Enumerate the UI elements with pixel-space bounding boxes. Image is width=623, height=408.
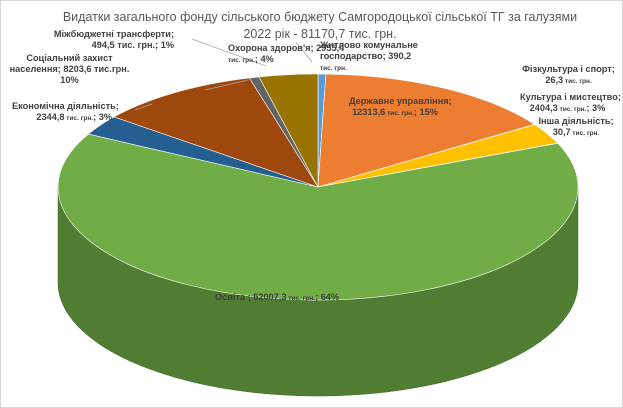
slice-освіта bbox=[57, 133, 579, 301]
data-label-економічна-діяльність: Економічна діяльність; 2344,8 тис. грн.; … bbox=[12, 101, 119, 122]
leader-line-3 bbox=[204, 79, 249, 91]
data-label-державне-управління: Державне управління; 12313,6 тис. грн.; 1… bbox=[349, 96, 452, 117]
data-label-освіта: Освіта ; 52007,3 тис. грн.; 64% bbox=[215, 292, 340, 302]
leader-line-1 bbox=[295, 41, 313, 63]
data-label-соціальний-захист-населення: Соціальний захист населення; 8203,6 тис.г… bbox=[9, 53, 130, 85]
data-label-інша-діяльність: Інша діяльність; 30,7 тис. грн. bbox=[538, 116, 614, 137]
slice-державне-управління bbox=[317, 73, 536, 188]
leader-line-2 bbox=[191, 38, 267, 67]
data-label-культура-і-мистецтво: Культура і мистецтво; 2404,3 тис. грн.; 3… bbox=[520, 92, 621, 113]
leader-line-4 bbox=[134, 103, 153, 111]
slice-соціальний-захист-населення bbox=[113, 77, 319, 188]
slice-охорона-здоров-я bbox=[258, 73, 319, 188]
data-label-охорона-здоров-я: Охорона здоров'я; 2955,4 тис. грн.; 4% bbox=[228, 43, 345, 64]
chart-title: Видатки загального фонду сільського бюдж… bbox=[62, 10, 578, 41]
data-label-житлово-комунальне-господарство: Житлово комунальне господарство; 390,2 тис… bbox=[320, 40, 418, 72]
pie-top-faces bbox=[57, 73, 579, 301]
data-label-фізкультура-і-спорт: Фізкультура і спорт; 26,3 тис. грн. bbox=[522, 64, 615, 85]
data-label-міжбюджетні-трансферти: Міжбюджетні трансферти; 494,5 тис. грн.; … bbox=[53, 29, 174, 50]
leader-lines bbox=[134, 38, 313, 111]
